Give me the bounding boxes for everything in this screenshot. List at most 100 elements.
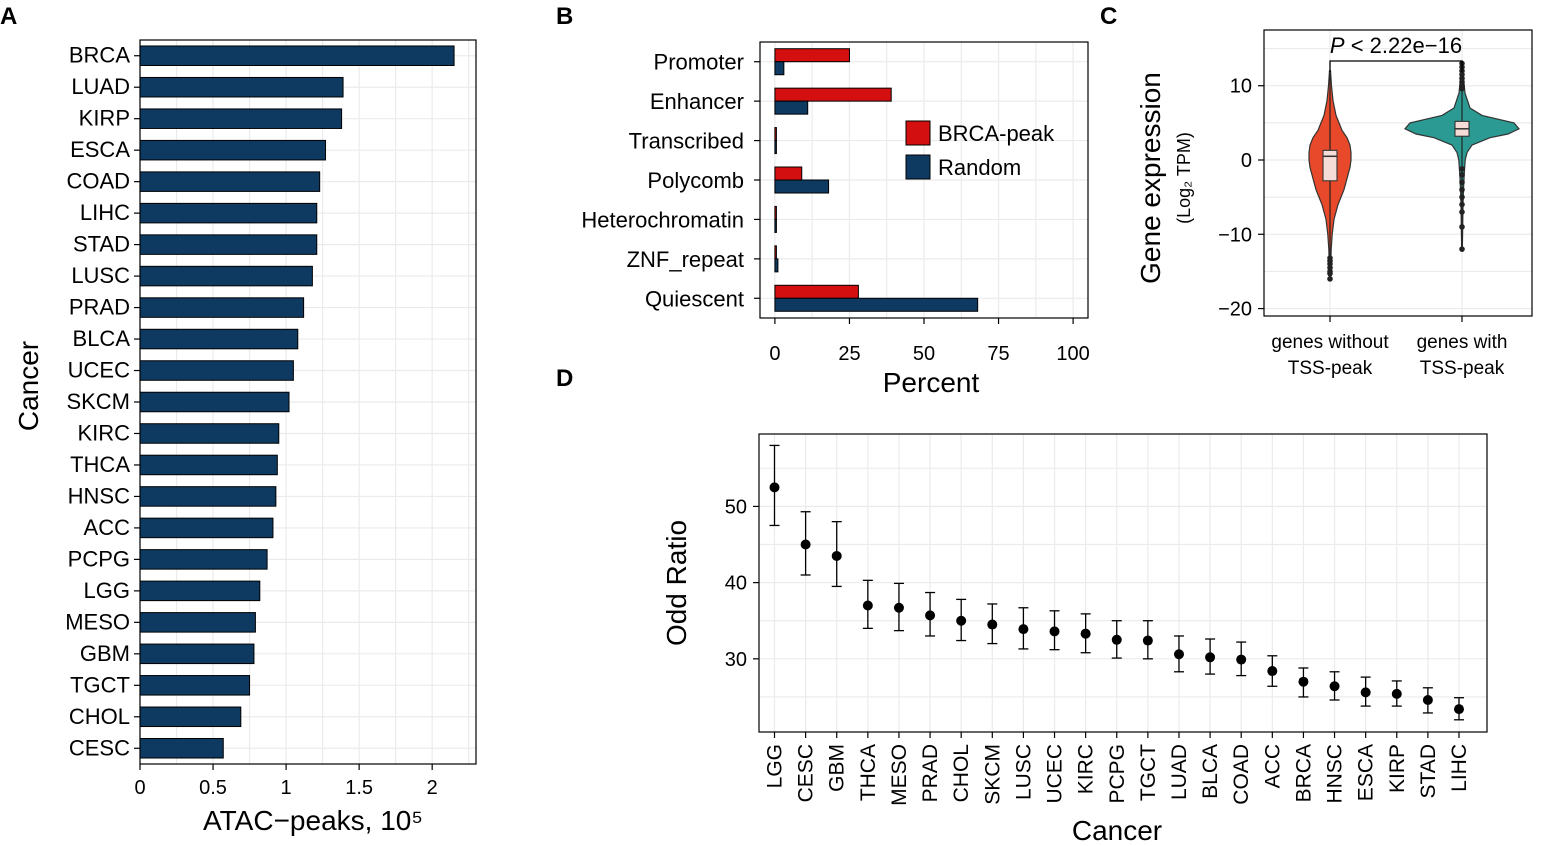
bar-esca (139, 139, 327, 161)
bar-kirc (139, 423, 280, 444)
panel-a-chart: BRCA LUAD KIRP ESCA COAD LIHC STAD LUSC PRAD BLCA… (13, 39, 477, 836)
outlier-point (1327, 276, 1333, 282)
bar-heterochromatin-brca-peak (774, 205, 777, 220)
panel-b-bars (774, 48, 979, 312)
category-label-meso: MESO (65, 609, 130, 634)
category-label-kirp: KIRP (79, 106, 130, 131)
category-label-polycomb: Polycomb (647, 168, 744, 193)
bar-blca (139, 328, 299, 350)
outlier-point (1459, 172, 1465, 178)
y-tick-label: 10 (1230, 76, 1252, 98)
category-label-heterochromatin: Heterochromatin (581, 207, 744, 232)
bar-enhancer-brca-peak (774, 87, 892, 102)
x-tick-label: 50 (913, 343, 935, 365)
panel-c-ylabel-unit: (Log₂ TPM) (1174, 132, 1194, 224)
point-lgg (769, 482, 780, 493)
point-kirp (1391, 688, 1402, 699)
category-label-prad: PRAD (919, 744, 942, 802)
bar-lihc (139, 202, 318, 224)
point-kirc (1080, 628, 1091, 639)
panel-a-xlabel: ATAC−peaks, 10⁵ (203, 805, 423, 836)
category-label-promoter: Promoter (654, 50, 744, 75)
panel-b-category-labels: Promoter Enhancer Transcribed Polycomb Heter… (581, 50, 760, 311)
point-luad (1173, 649, 1184, 660)
bar-acc (139, 517, 274, 539)
bar-heterochromatin-random (774, 218, 777, 233)
x-tick-label: 100 (1056, 343, 1089, 365)
category-label-chol: CHOL (69, 704, 130, 729)
point-pcpg (1111, 634, 1122, 645)
x-tick-label: 1 (281, 777, 292, 799)
category-label-enhancer: Enhancer (650, 89, 744, 114)
y-tick-label: −10 (1218, 224, 1252, 246)
group-label-line2-1: TSS-peak (1420, 358, 1505, 379)
category-label-acc: ACC (1261, 744, 1284, 788)
panel-c-letter: C (1100, 3, 1117, 30)
bar-stad (139, 234, 318, 255)
category-label-kirp: KIRP (1386, 744, 1409, 793)
panel-b-legend: BRCA-peak Random (905, 120, 1055, 180)
point-hnsc (1329, 681, 1340, 692)
y-tick-label: 50 (725, 496, 747, 518)
category-label-cesc: CESC (69, 735, 130, 760)
point-gbm (831, 550, 842, 561)
point-meso (893, 602, 904, 613)
category-label-pcpg: PCPG (68, 546, 130, 571)
y-tick-label: 30 (725, 649, 747, 671)
category-label-meso: MESO (888, 744, 911, 806)
x-tick-label: 1.5 (345, 777, 373, 799)
panel-c-gridlines (1264, 30, 1532, 316)
category-label-acc: ACC (84, 515, 131, 540)
panel-b-letter: B (556, 3, 573, 30)
y-tick-label: −20 (1218, 299, 1252, 321)
legend-swatch-brca-peak (905, 120, 931, 146)
bar-prad (139, 297, 305, 318)
bar-znf-repeat-random (774, 258, 779, 273)
point-coad (1236, 654, 1247, 665)
category-label-quiescent: Quiescent (645, 286, 744, 311)
x-tick-label: 0.5 (199, 777, 227, 799)
point-acc (1267, 666, 1278, 677)
bar-thca (139, 454, 278, 476)
bar-promoter-brca-peak (774, 48, 850, 63)
point-skcm (987, 619, 998, 630)
panel-d-letter: D (556, 365, 573, 392)
point-cesc (800, 539, 811, 550)
bar-lgg (139, 580, 261, 602)
category-label-ucec: UCEC (1044, 744, 1067, 804)
category-label-blca: BLCA (1199, 744, 1222, 799)
bar-transcribed-brca-peak (774, 127, 777, 142)
category-label-chol: CHOL (950, 744, 973, 802)
outlier-point (1459, 194, 1465, 200)
category-label-lgg: LGG (764, 744, 787, 788)
bar-coad (139, 171, 321, 192)
x-tick-label: 25 (838, 343, 860, 365)
point-stad (1422, 694, 1433, 705)
category-label-thca: THCA (70, 452, 130, 477)
category-label-kirc: KIRC (77, 420, 130, 445)
category-label-lusc: LUSC (71, 263, 130, 288)
point-brca (1298, 676, 1309, 687)
bar-quiescent-random (774, 297, 979, 312)
outlier-point (1459, 166, 1465, 172)
category-label-thca: THCA (857, 744, 880, 801)
category-label-skcm: SKCM (66, 389, 130, 414)
bar-brca (139, 45, 455, 66)
category-label-gbm: GBM (826, 744, 849, 792)
point-lihc (1454, 704, 1464, 715)
bar-kirp (139, 108, 343, 129)
bar-quiescent-brca-peak (774, 284, 859, 299)
category-label-pcpg: PCPG (1106, 744, 1129, 804)
bar-luad (139, 76, 344, 98)
bar-tgct (139, 675, 251, 696)
panel-d-points (769, 444, 1464, 721)
significance-bracket (1329, 60, 1463, 72)
group-label-line1-0: genes without (1271, 332, 1389, 353)
bar-cesc (139, 738, 224, 759)
bar-gbm (139, 643, 255, 665)
bar-lusc (139, 265, 313, 287)
panel-a-x-ticks: 0 0.5 1 1.5 2 (134, 764, 438, 799)
panel-d-xlabel: Cancer (1072, 815, 1162, 846)
